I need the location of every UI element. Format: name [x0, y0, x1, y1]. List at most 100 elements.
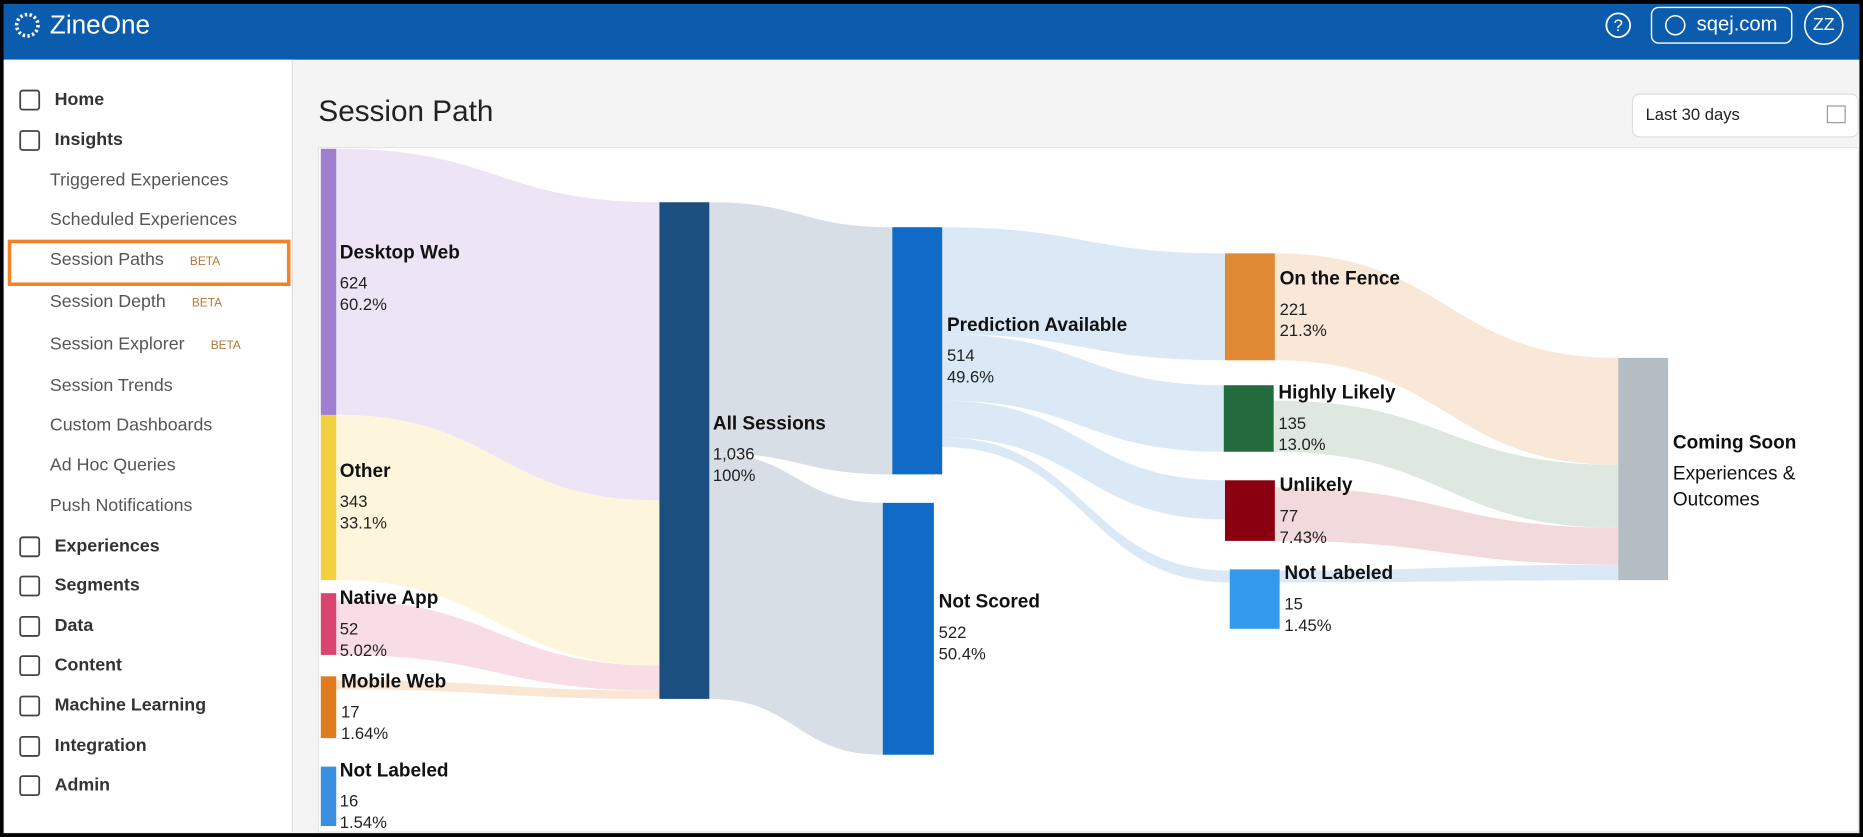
node-label: Unlikely — [1280, 475, 1353, 496]
nav-label: Session Trends — [50, 375, 173, 395]
nav-item[interactable]: Machine Learning — [19, 695, 206, 717]
nav-icon — [19, 736, 41, 757]
node-bar — [320, 593, 337, 655]
sankey-node[interactable]: Unlikely 77 7.43% — [1224, 475, 1353, 547]
logo[interactable]: ZineOne — [14, 9, 150, 39]
node-bar — [320, 148, 337, 415]
nav-item[interactable]: Experiences — [19, 536, 160, 558]
flow-link — [336, 414, 660, 666]
nav-item[interactable]: Session Explorer BETA — [50, 334, 241, 354]
nav-label: Integration — [55, 735, 147, 755]
nav-item[interactable]: Session Trends — [50, 375, 173, 395]
node-count: 221 — [1280, 300, 1308, 319]
top-bar — [0, 0, 1863, 60]
sankey-node[interactable]: Not Scored 522 50.4% — [882, 502, 1040, 755]
node-count: 77 — [1280, 507, 1298, 526]
nav-label: Home — [55, 89, 105, 109]
node-bar — [1224, 253, 1275, 361]
node-count: 343 — [340, 492, 368, 511]
selected-highlight — [7, 239, 291, 287]
nav-icon — [19, 616, 41, 637]
flow-link — [1274, 487, 1619, 565]
nav-item[interactable]: Admin — [19, 774, 110, 797]
sankey-node[interactable]: Native App 52 5.02% — [320, 588, 439, 660]
flow-link — [709, 452, 883, 755]
node-count: 16 — [340, 792, 359, 811]
node-label: Native App — [340, 588, 439, 609]
node-count: 624 — [340, 274, 368, 293]
node-count: 522 — [939, 623, 967, 642]
nav-item[interactable]: Custom Dashboards — [50, 414, 212, 434]
node-percent: 60.2% — [340, 295, 387, 314]
nav-item[interactable]: Session Paths BETA — [50, 249, 220, 269]
node-percent: 7.43% — [1280, 528, 1327, 547]
sankey-node[interactable]: Not Labeled 16 1.54% — [320, 760, 449, 832]
node-percent: 50.4% — [939, 644, 986, 663]
nav-icon — [19, 89, 41, 111]
date-range: Last 30 days — [1646, 105, 1740, 124]
node-subtitle: Outcomes — [1673, 489, 1760, 510]
date-picker[interactable]: Last 30 days — [1631, 93, 1859, 138]
nav-label: Session Explorer — [50, 334, 185, 354]
sidebar — [4, 59, 293, 832]
sankey-node[interactable]: Prediction Available 514 49.6% — [892, 227, 1127, 475]
node-label: Not Labeled — [1284, 563, 1393, 584]
nav-label: Ad Hoc Queries — [50, 455, 176, 475]
nav-item[interactable]: Triggered Experiences — [50, 170, 229, 190]
node-label: On the Fence — [1280, 269, 1400, 290]
nav-item[interactable]: Session Depth BETA — [50, 291, 222, 311]
domain-button[interactable]: sqej.com — [1650, 6, 1793, 44]
nav-item[interactable]: Ad Hoc Queries — [50, 455, 176, 475]
nav-label: Custom Dashboards — [50, 414, 212, 434]
node-bar — [320, 766, 337, 827]
help-icon: ? — [1614, 16, 1623, 35]
sankey-node[interactable]: Mobile Web 17 1.64% — [320, 671, 446, 743]
node-label: Coming Soon — [1673, 432, 1796, 453]
node-label: Prediction Available — [947, 315, 1127, 336]
nav-icon — [19, 130, 41, 151]
nav-label: Triggered Experiences — [50, 170, 229, 190]
beta-badge: BETA — [192, 295, 222, 309]
sankey-node[interactable]: Highly Likely 135 13.0% — [1223, 383, 1396, 455]
flow-link — [336, 148, 660, 501]
sankey-node[interactable]: Not Labeled 15 1.45% — [1229, 563, 1393, 635]
flow-link — [942, 334, 1224, 452]
node-label: Not Labeled — [340, 760, 449, 781]
node-count: 52 — [340, 619, 359, 638]
sankey-node[interactable]: All Sessions 1,036 100% — [659, 202, 826, 699]
node-count: 514 — [947, 346, 975, 365]
nav-item[interactable]: Integration — [19, 735, 147, 757]
nav-item[interactable]: Insights — [19, 129, 123, 151]
node-percent: 100% — [713, 466, 756, 485]
node-subtitle: Experiences & — [1673, 463, 1796, 484]
node-percent: 21.3% — [1280, 321, 1327, 340]
help-button[interactable]: ? — [1605, 12, 1632, 38]
nav-label: Admin — [55, 774, 110, 794]
flow-link — [942, 227, 1225, 361]
node-percent: 1.64% — [341, 724, 388, 743]
node-bar — [1229, 569, 1280, 629]
nav-icon — [19, 536, 41, 558]
nav-item[interactable]: Push Notifications — [50, 495, 193, 515]
sankey-node[interactable]: Desktop Web 624 60.2% — [320, 148, 460, 415]
node-bar — [659, 202, 710, 699]
nav-item[interactable]: Segments — [19, 575, 140, 597]
sankey-node[interactable]: On the Fence 221 21.3% — [1224, 253, 1400, 361]
nav-item[interactable]: Home — [19, 89, 105, 111]
flow-link — [336, 679, 660, 699]
node-percent: 1.54% — [340, 813, 387, 832]
avatar-text: ZZ — [1813, 14, 1835, 34]
node-bar — [320, 414, 337, 581]
nav-icon — [19, 655, 41, 677]
node-label: Other — [340, 461, 391, 482]
flow-link — [709, 202, 893, 475]
nav-label: Data — [55, 615, 95, 635]
nav-item[interactable]: Content — [19, 654, 122, 677]
nav-item[interactable]: Data — [19, 615, 95, 637]
nav-label: Experiences — [55, 536, 160, 556]
node-count: 135 — [1278, 414, 1306, 433]
node-count: 15 — [1284, 594, 1302, 613]
sankey-node[interactable]: Other 343 33.1% — [320, 414, 391, 581]
nav-item[interactable]: Scheduled Experiences — [50, 209, 237, 229]
avatar[interactable]: ZZ — [1804, 5, 1844, 46]
